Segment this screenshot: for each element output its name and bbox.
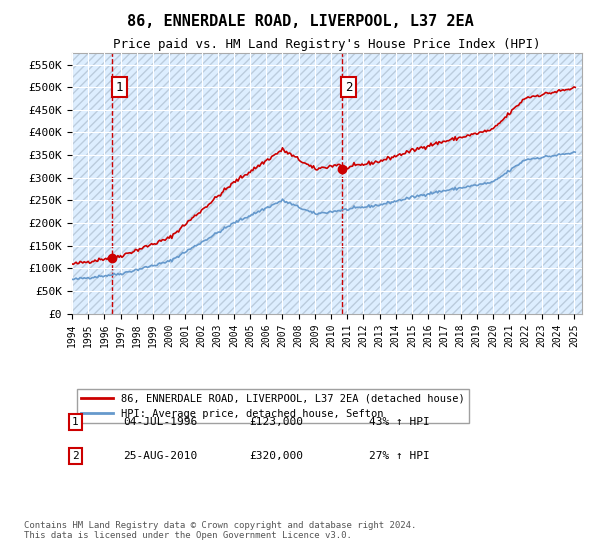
Text: 2: 2 <box>345 81 352 94</box>
Text: 1: 1 <box>72 417 79 427</box>
Text: £320,000: £320,000 <box>249 451 303 461</box>
Text: 43% ↑ HPI: 43% ↑ HPI <box>369 417 430 427</box>
Text: 2: 2 <box>72 451 79 461</box>
Text: 04-JUL-1996: 04-JUL-1996 <box>123 417 197 427</box>
Text: 1: 1 <box>116 81 123 94</box>
Text: 86, ENNERDALE ROAD, LIVERPOOL, L37 2EA: 86, ENNERDALE ROAD, LIVERPOOL, L37 2EA <box>127 14 473 29</box>
Text: £123,000: £123,000 <box>249 417 303 427</box>
Text: 27% ↑ HPI: 27% ↑ HPI <box>369 451 430 461</box>
Text: 25-AUG-2010: 25-AUG-2010 <box>123 451 197 461</box>
Legend: 86, ENNERDALE ROAD, LIVERPOOL, L37 2EA (detached house), HPI: Average price, det: 86, ENNERDALE ROAD, LIVERPOOL, L37 2EA (… <box>77 389 469 423</box>
Title: Price paid vs. HM Land Registry's House Price Index (HPI): Price paid vs. HM Land Registry's House … <box>113 38 541 50</box>
Text: Contains HM Land Registry data © Crown copyright and database right 2024.
This d: Contains HM Land Registry data © Crown c… <box>24 521 416 540</box>
